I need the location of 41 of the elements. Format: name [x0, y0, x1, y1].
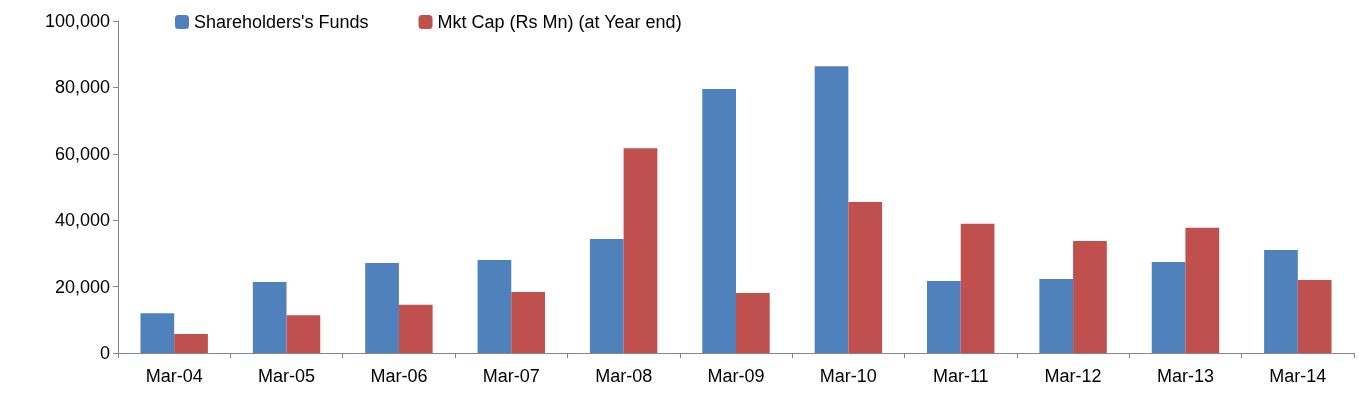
bar	[736, 292, 770, 353]
bar	[589, 239, 624, 353]
bar	[140, 313, 175, 353]
bar	[365, 263, 399, 353]
x-tick-label: Mar-05	[258, 366, 316, 386]
bar	[1039, 278, 1074, 353]
x-tick-label: Mar-11	[932, 366, 989, 386]
x-tick-label: Mar-14	[1269, 366, 1327, 386]
bar	[511, 291, 545, 353]
bar	[398, 304, 433, 353]
legend-label: Shareholders's Funds	[194, 12, 369, 32]
x-tick-label: Mar-06	[370, 366, 428, 386]
x-tick-label: Mar-13	[1156, 366, 1214, 386]
y-tick-label: 0	[99, 343, 110, 363]
x-tick-label: Mar-09	[707, 366, 765, 386]
bar	[286, 315, 321, 353]
legend-label: Mkt Cap (Rs Mn) (at Year end)	[437, 12, 682, 32]
bar	[1297, 279, 1332, 353]
bar	[927, 280, 961, 353]
bar	[477, 260, 512, 353]
bar	[252, 281, 287, 353]
x-tick-label: Mar-07	[482, 366, 540, 386]
x-tick-label: Mar-12	[1044, 366, 1102, 386]
x-tick-label: Mar-04	[145, 366, 203, 386]
y-tick-label: 20,000	[54, 276, 110, 297]
bar	[702, 89, 736, 353]
y-tick-label: 80,000	[54, 77, 110, 98]
bar	[848, 201, 883, 353]
bar	[174, 334, 208, 353]
bar	[960, 223, 995, 353]
y-tick-label: 40,000	[54, 210, 110, 231]
y-tick-label: 60,000	[54, 143, 110, 164]
bar	[623, 148, 658, 353]
x-tick-label: Mar-10	[819, 366, 877, 386]
x-tick-label: Mar-08	[595, 366, 653, 386]
y-tick-label: 100,000	[44, 11, 110, 31]
bar	[1185, 227, 1220, 353]
bar	[814, 66, 849, 353]
bar	[1264, 250, 1298, 353]
bar	[1151, 262, 1186, 353]
bar	[1073, 241, 1107, 353]
